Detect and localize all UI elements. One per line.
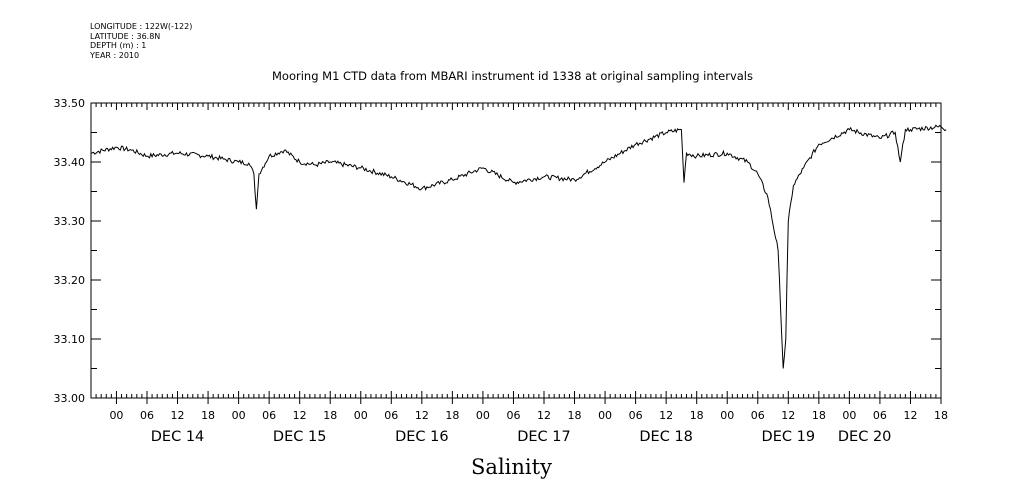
x-hour-label: 12: [293, 409, 307, 422]
x-day-label: DEC 20: [838, 429, 892, 445]
x-hour-label: 00: [720, 409, 734, 422]
x-hour-label: 06: [506, 409, 520, 422]
x-hour-label: 18: [934, 409, 948, 422]
x-hour-label: 06: [751, 409, 765, 422]
salinity-series-line: [90, 124, 947, 369]
chart-title: Mooring M1 CTD data from MBARI instrumen…: [272, 69, 753, 83]
year-label: YEAR : 2010: [90, 50, 140, 60]
x-hour-label: 06: [873, 409, 887, 422]
x-hour-label: 06: [140, 409, 154, 422]
x-hour-label: 12: [781, 409, 795, 422]
x-hour-label: 12: [171, 409, 185, 422]
y-tick-label: 33.50: [54, 97, 86, 110]
latitude-label: LATITUDE : 36.8N: [90, 31, 161, 41]
y-tick-label: 33.00: [54, 392, 86, 405]
x-hour-label: 18: [201, 409, 215, 422]
x-hour-label: 00: [598, 409, 612, 422]
x-hour-label: 06: [262, 409, 276, 422]
x-hour-label: 18: [690, 409, 704, 422]
x-hour-label: 00: [476, 409, 490, 422]
x-hour-label: 12: [903, 409, 917, 422]
x-day-label: DEC 14: [151, 429, 205, 445]
x-hour-label: 00: [354, 409, 368, 422]
x-hour-label: 00: [842, 409, 856, 422]
x-hour-label: 18: [445, 409, 459, 422]
x-hour-label: 12: [659, 409, 673, 422]
x-day-label: DEC 19: [762, 429, 816, 445]
y-tick-label: 33.40: [54, 156, 86, 169]
x-day-label: DEC 16: [395, 429, 449, 445]
x-hour-label: 18: [323, 409, 337, 422]
x-axis-label: Salinity: [471, 455, 552, 479]
x-day-label: DEC 18: [639, 429, 693, 445]
x-hour-label: 12: [415, 409, 429, 422]
x-day-label: DEC 15: [273, 429, 327, 445]
x-hour-label: 00: [232, 409, 246, 422]
x-day-label: DEC 17: [517, 429, 571, 445]
x-hour-label: 18: [812, 409, 826, 422]
x-hour-label: 06: [629, 409, 643, 422]
y-tick-label: 33.10: [54, 333, 86, 346]
plot-frame: [90, 102, 942, 399]
x-hour-label: 12: [537, 409, 551, 422]
metadata-block: LONGITUDE : 122W(-122) LATITUDE : 36.8N …: [90, 22, 192, 60]
depth-label: DEPTH (m) : 1: [90, 41, 147, 50]
y-tick-label: 33.30: [54, 215, 86, 228]
x-hour-label: 18: [568, 409, 582, 422]
x-hour-label: 00: [109, 409, 123, 422]
y-tick-label: 33.20: [54, 274, 86, 287]
x-hour-label: 06: [384, 409, 398, 422]
longitude-label: LONGITUDE : 122W(-122): [90, 22, 193, 31]
